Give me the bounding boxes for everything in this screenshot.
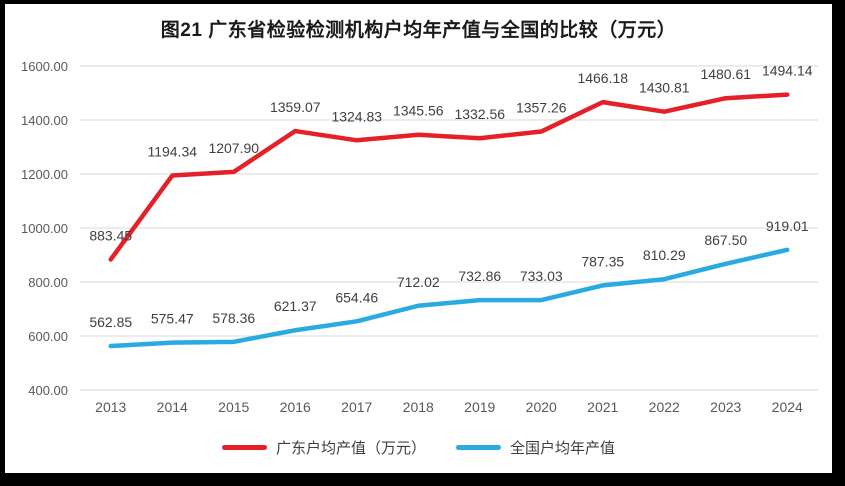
data-label-series-1: 562.85: [89, 314, 132, 330]
x-axis-tick-label: 2018: [403, 399, 434, 415]
x-axis-tick-label: 2015: [218, 399, 249, 415]
data-label-series-1: 621.37: [274, 298, 317, 314]
y-axis-tick-label: 800.00: [28, 275, 68, 290]
legend-item-guangdong: 广东户均产值（万元）: [221, 437, 426, 458]
data-label-series-1: 732.86: [458, 268, 501, 284]
x-axis-tick-label: 2023: [710, 399, 741, 415]
data-label-series-0: 1207.90: [208, 140, 259, 156]
y-axis-tick-label: 600.00: [28, 329, 68, 344]
chart-title: 图21 广东省检验检测机构户均年产值与全国的比较（万元）: [160, 20, 677, 41]
legend-swatch-red-line-icon: [221, 445, 267, 450]
x-axis-tick-label: 2013: [95, 399, 126, 415]
x-axis-tick-label: 2020: [526, 399, 557, 415]
legend-label: 广东户均产值（万元）: [275, 440, 426, 457]
data-label-series-0: 1466.18: [577, 70, 628, 86]
chart-legend: 广东户均产值（万元） 全国户均年产值: [5, 437, 832, 458]
data-label-series-0: 1324.83: [331, 108, 382, 124]
data-label-series-1: 810.29: [643, 247, 686, 263]
series-line-1: [108, 247, 790, 349]
data-label-series-0: 1480.61: [700, 66, 751, 82]
data-label-series-1: 919.01: [766, 218, 809, 234]
x-axis-tick-label: 2022: [649, 399, 680, 415]
x-axis-tick-label: 2024: [772, 399, 803, 415]
y-axis-tick-label: 1200.00: [21, 167, 68, 182]
data-label-series-0: 1345.56: [393, 103, 444, 119]
data-label-series-0: 1194.34: [147, 144, 197, 160]
data-label-series-0: 1357.26: [516, 100, 567, 116]
data-label-series-0: 1359.07: [270, 99, 321, 115]
data-label-series-1: 733.03: [520, 268, 563, 284]
x-axis-tick-label: 2019: [464, 399, 495, 415]
data-label-series-0: 1332.56: [454, 106, 505, 122]
y-axis-tick-label: 1000.00: [21, 221, 68, 236]
x-axis-tick-label: 2021: [587, 399, 618, 415]
y-axis-tick-label: 400.00: [28, 383, 68, 398]
x-axis-tick-label: 2014: [157, 399, 188, 415]
data-label-series-0: 1430.81: [639, 80, 690, 96]
data-label-series-1: 575.47: [151, 311, 194, 327]
legend-label: 全国户均年产值: [510, 440, 616, 457]
data-label-series-1: 654.46: [335, 289, 378, 305]
data-label-series-1: 578.36: [212, 310, 255, 326]
data-label-series-1: 712.02: [397, 274, 440, 290]
x-axis-tick-label: 2016: [280, 399, 311, 415]
y-axis-tick-label: 1600.00: [21, 59, 68, 74]
data-label-series-1: 787.35: [581, 253, 624, 269]
line-chart: 400.00 600.00 800.00 1000.00 1200.00 1400.00 1…: [21, 59, 818, 415]
series-line-0: [108, 92, 790, 262]
data-label-series-0: 883.45: [89, 227, 132, 243]
x-axis-tick-label: 2017: [341, 399, 372, 415]
legend-swatch-blue-line-icon: [456, 445, 501, 450]
data-label-series-1: 867.50: [704, 232, 747, 248]
y-axis-tick-label: 1400.00: [21, 113, 68, 128]
data-label-series-0: 1494.14: [762, 63, 813, 79]
legend-item-national: 全国户均年产值: [456, 437, 615, 458]
